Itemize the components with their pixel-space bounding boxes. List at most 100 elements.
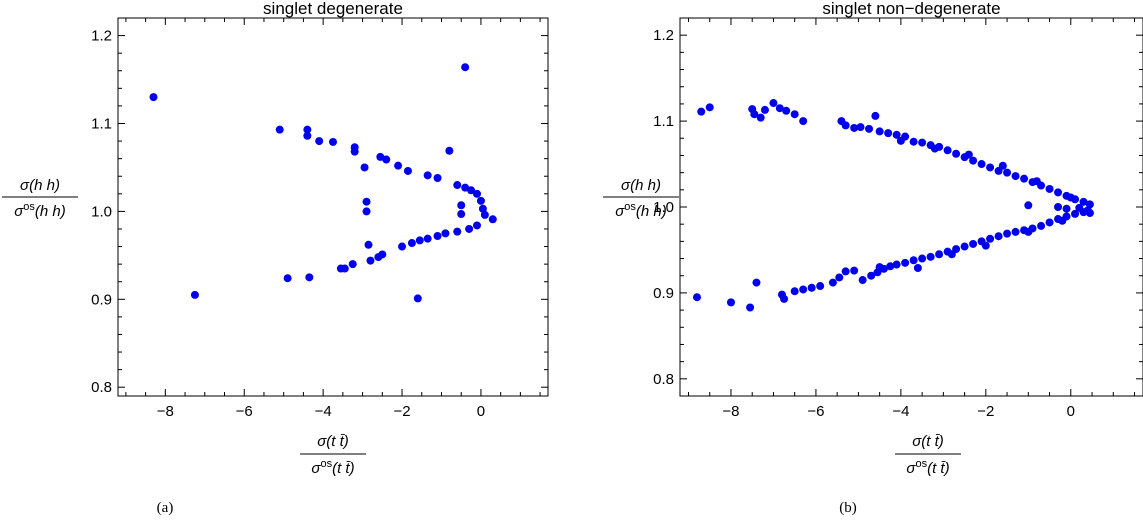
data-point: [964, 150, 973, 159]
data-point: [726, 298, 735, 307]
data-point: [875, 127, 884, 136]
data-point: [998, 161, 1007, 170]
data-point: [1020, 174, 1029, 183]
x-tick-label: −4: [892, 403, 909, 420]
y-label-numerator: σ(h h): [20, 177, 60, 194]
data-point: [799, 117, 808, 126]
data-point: [283, 274, 292, 283]
data-point: [1037, 221, 1046, 230]
data-point: [366, 256, 375, 265]
y-label-denominator: σos(h h): [14, 201, 66, 220]
data-point: [828, 278, 837, 287]
data-point: [362, 197, 371, 206]
y-tick-label: 1.0: [91, 203, 112, 220]
y-tick-label: 1.2: [91, 28, 112, 45]
data-point: [901, 258, 910, 267]
data-point: [467, 186, 476, 195]
data-point: [465, 224, 474, 233]
data-point: [441, 229, 450, 238]
data-point: [850, 123, 859, 132]
data-point: [1024, 227, 1033, 236]
x-tick-label: 0: [477, 403, 485, 420]
plot-frame: [117, 17, 549, 397]
x-label-denominator: σos(t t̄): [906, 458, 949, 477]
data-point: [407, 239, 416, 248]
y-label-numerator: σ(h h): [621, 177, 661, 194]
data-point: [752, 278, 761, 287]
y-label-denominator: σos(h h): [615, 201, 667, 220]
data-point: [480, 210, 489, 219]
y-tick-label: 0.9: [653, 285, 674, 302]
data-point: [858, 276, 867, 285]
x-label-numerator: σ(t t̄): [912, 433, 944, 450]
data-point: [935, 250, 944, 259]
x-label-numerator: σ(t t̄): [317, 433, 349, 450]
x-tick-label: −6: [236, 403, 253, 420]
data-point: [415, 236, 424, 245]
data-point: [303, 125, 312, 134]
x-tick-label: −2: [393, 403, 410, 420]
data-point: [398, 242, 407, 251]
data-point: [947, 250, 956, 259]
data-point: [986, 234, 995, 243]
data-point: [1054, 203, 1063, 211]
data-point: [1058, 216, 1067, 225]
chart-title: singlet non−degenerate: [822, 0, 1000, 18]
x-tick-label: 0: [1067, 403, 1075, 420]
data-point: [1011, 172, 1020, 181]
data-point: [913, 263, 922, 272]
data-point: [841, 121, 850, 130]
y-tick-label: 0.8: [91, 379, 112, 396]
data-point: [850, 266, 859, 275]
x-tick-label: −6: [807, 403, 824, 420]
data-point: [977, 160, 986, 169]
data-point: [472, 189, 481, 198]
x-tick-label: −8: [157, 403, 174, 420]
data-point: [969, 239, 978, 248]
data-point: [960, 242, 969, 251]
data-point: [336, 264, 345, 273]
subfigure-caption: (a): [157, 500, 174, 516]
data-point: [782, 106, 791, 115]
data-point: [918, 254, 927, 263]
data-point: [413, 294, 422, 303]
data-point: [1003, 168, 1012, 177]
data-point: [1032, 177, 1041, 186]
data-point: [760, 105, 769, 114]
data-point: [750, 110, 759, 119]
data-point: [871, 111, 880, 120]
data-point: [1085, 200, 1094, 209]
data-point: [190, 290, 199, 299]
data-point: [1054, 188, 1063, 197]
data-point: [1045, 184, 1054, 193]
x-tick-label: −4: [315, 403, 332, 420]
data-point: [896, 136, 905, 145]
data-point: [348, 260, 357, 269]
x-tick-label: −2: [977, 403, 994, 420]
y-tick-label: 1.1: [91, 115, 112, 132]
data-point: [453, 227, 462, 236]
y-tick-label: 0.8: [653, 371, 674, 388]
data-point: [433, 232, 442, 241]
data-point: [705, 103, 714, 112]
data-point: [433, 173, 442, 182]
x-tick-label: −8: [722, 403, 739, 420]
data-point: [329, 137, 337, 146]
data-point: [884, 129, 893, 138]
y-tick-label: 1.1: [653, 113, 674, 130]
data-point: [790, 287, 799, 296]
data-point: [986, 163, 995, 172]
data-point: [816, 282, 825, 291]
data-point: [362, 207, 371, 216]
data-point: [423, 234, 432, 243]
data-point: [394, 161, 403, 170]
data-point: [692, 293, 701, 302]
data-point: [952, 149, 961, 158]
data-point: [807, 283, 816, 292]
data-point: [756, 113, 765, 122]
data-point: [350, 147, 359, 156]
data-point: [1003, 229, 1012, 238]
data-point: [1071, 209, 1080, 218]
data-point: [1062, 204, 1071, 213]
